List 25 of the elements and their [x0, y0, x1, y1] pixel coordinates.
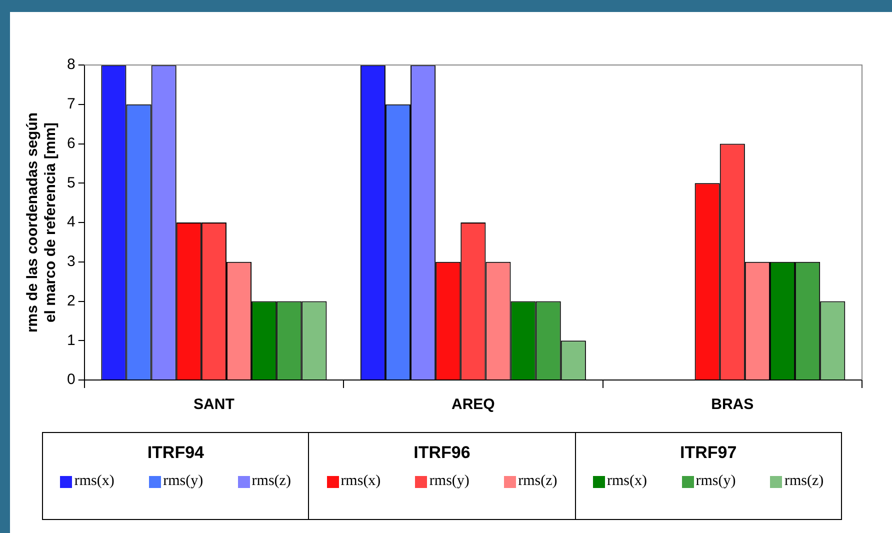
- legend-label: rms(x): [340, 473, 381, 490]
- legend-label: rms(x): [607, 473, 648, 490]
- y-tick-label: 1: [67, 332, 76, 349]
- legend-label: rms(z): [252, 473, 291, 490]
- y-tick-label: 5: [67, 174, 76, 192]
- text: ITRF97: [678, 443, 738, 464]
- y-tick-label: 4: [67, 214, 76, 231]
- y-axis-title: rms de las coordenadas según el marco de referencia [mm]: [24, 112, 60, 333]
- x-tick-label: BRAS: [711, 396, 754, 414]
- text: ITRF96: [412, 443, 472, 464]
- legend-label: rms(z): [518, 473, 558, 490]
- legend-label: rms(z): [784, 473, 824, 490]
- y-tick-label: 0: [67, 371, 76, 388]
- y-tick-label: 3: [67, 253, 76, 270]
- x-tick-label: AREQ: [452, 396, 496, 414]
- legend-label: rms(y): [429, 473, 470, 490]
- y-tick-label: 6: [67, 134, 76, 152]
- x-tick-label: SANT: [194, 396, 234, 414]
- y-tick-label: 8: [67, 56, 76, 74]
- y-tick-label: 2: [67, 292, 76, 310]
- text: ITRF94: [146, 443, 205, 464]
- legend-label: rms(y): [696, 473, 736, 490]
- y-tick-label: 7: [67, 96, 76, 113]
- legend-label: rms(x): [74, 473, 114, 490]
- legend-label: rms(y): [163, 473, 204, 490]
